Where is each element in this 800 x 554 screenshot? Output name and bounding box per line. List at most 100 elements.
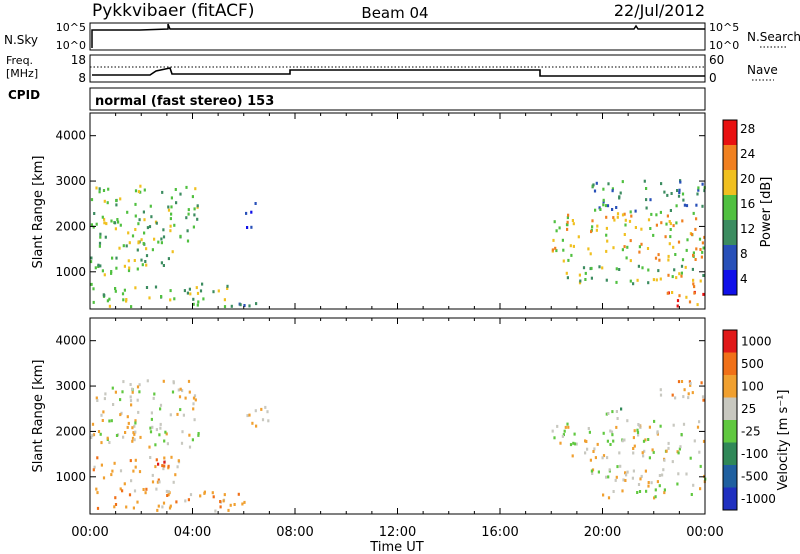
range-cell xyxy=(133,259,136,262)
range-cell xyxy=(659,277,662,281)
freq-left-label-2: [MHz] xyxy=(6,67,38,80)
range-cell xyxy=(593,447,596,451)
range-cell xyxy=(692,483,695,487)
y-tick-label: 4000 xyxy=(55,129,86,143)
range-cell xyxy=(143,188,146,192)
range-cell xyxy=(185,185,188,189)
range-cell xyxy=(605,278,608,282)
range-cell xyxy=(123,288,126,292)
range-cell xyxy=(175,201,178,205)
range-cell xyxy=(145,247,148,251)
range-cell xyxy=(108,441,111,444)
range-cell xyxy=(137,241,140,245)
range-cell xyxy=(657,269,660,273)
range-cell xyxy=(191,438,194,442)
range-cell xyxy=(90,260,93,264)
range-cell xyxy=(193,207,196,211)
range-cell xyxy=(155,458,158,462)
range-cell xyxy=(672,245,675,249)
range-cell xyxy=(128,266,131,270)
range-cell xyxy=(132,469,135,473)
range-cell xyxy=(690,493,693,496)
range-cell xyxy=(665,449,668,453)
range-cell xyxy=(686,238,689,242)
range-cell xyxy=(138,470,142,474)
colorbar-segment xyxy=(723,195,737,220)
range-cell xyxy=(104,235,107,239)
range-cell xyxy=(677,240,681,244)
range-cell xyxy=(612,439,615,443)
y-tick-label: 2000 xyxy=(55,219,86,233)
colorbar-segment xyxy=(723,270,737,295)
range-cell xyxy=(211,491,214,495)
range-cell xyxy=(99,232,102,236)
range-cell xyxy=(615,410,618,413)
range-cell xyxy=(700,381,703,385)
range-cell xyxy=(138,383,141,387)
range-cell xyxy=(245,211,248,215)
range-cell xyxy=(122,380,125,384)
y-tick-label: 4000 xyxy=(55,334,86,348)
range-cell xyxy=(161,464,164,468)
range-cell xyxy=(94,266,97,270)
range-cell xyxy=(99,432,102,436)
range-cell xyxy=(171,390,175,394)
range-cell xyxy=(671,460,674,464)
range-cell xyxy=(113,505,116,509)
range-cell xyxy=(179,234,182,238)
range-cell xyxy=(553,220,556,224)
range-cell xyxy=(186,239,190,243)
range-cell xyxy=(611,189,614,193)
range-cell xyxy=(667,254,670,258)
range-cell xyxy=(701,241,704,245)
range-cell xyxy=(562,248,565,252)
range-cell xyxy=(644,438,647,442)
range-cell xyxy=(554,246,557,250)
range-cell xyxy=(129,395,132,399)
range-cell xyxy=(668,220,671,223)
range-cell xyxy=(104,392,107,396)
range-cell xyxy=(119,487,122,491)
range-cell xyxy=(623,233,626,236)
range-cell xyxy=(189,292,192,296)
x-tick-label: 00:00 xyxy=(71,525,108,540)
range-cell xyxy=(616,465,619,469)
range-cell xyxy=(602,431,605,435)
range-cell xyxy=(117,220,120,224)
range-cell xyxy=(588,430,591,434)
range-cell xyxy=(681,219,684,223)
range-cell xyxy=(96,506,100,510)
range-cell xyxy=(590,469,593,473)
range-cell xyxy=(250,210,253,214)
range-cell xyxy=(196,204,199,208)
range-cell xyxy=(158,480,161,484)
range-cell xyxy=(114,289,117,293)
range-cell xyxy=(615,280,618,284)
range-cell xyxy=(659,424,662,428)
range-cell xyxy=(214,509,217,513)
range-cell xyxy=(624,223,627,227)
range-cell xyxy=(187,498,190,502)
range-cell xyxy=(555,229,558,233)
range-cell xyxy=(566,227,569,231)
range-cell xyxy=(571,219,574,222)
range-cell xyxy=(149,204,152,208)
range-cell xyxy=(609,443,612,446)
range-cell xyxy=(642,439,646,443)
range-cell xyxy=(551,429,554,433)
range-cell xyxy=(687,392,690,396)
range-cell xyxy=(192,302,195,306)
range-cell xyxy=(551,248,554,252)
range-cell xyxy=(647,484,650,488)
range-cell xyxy=(696,425,700,429)
range-cell xyxy=(134,419,137,423)
range-cell xyxy=(606,204,610,208)
range-cell xyxy=(563,429,566,433)
range-cell xyxy=(131,390,134,394)
range-cell xyxy=(123,482,126,486)
range-cell xyxy=(151,480,155,484)
range-cell xyxy=(134,228,137,231)
range-cell xyxy=(637,264,640,268)
range-cell xyxy=(645,187,648,190)
range-cell xyxy=(144,260,147,263)
